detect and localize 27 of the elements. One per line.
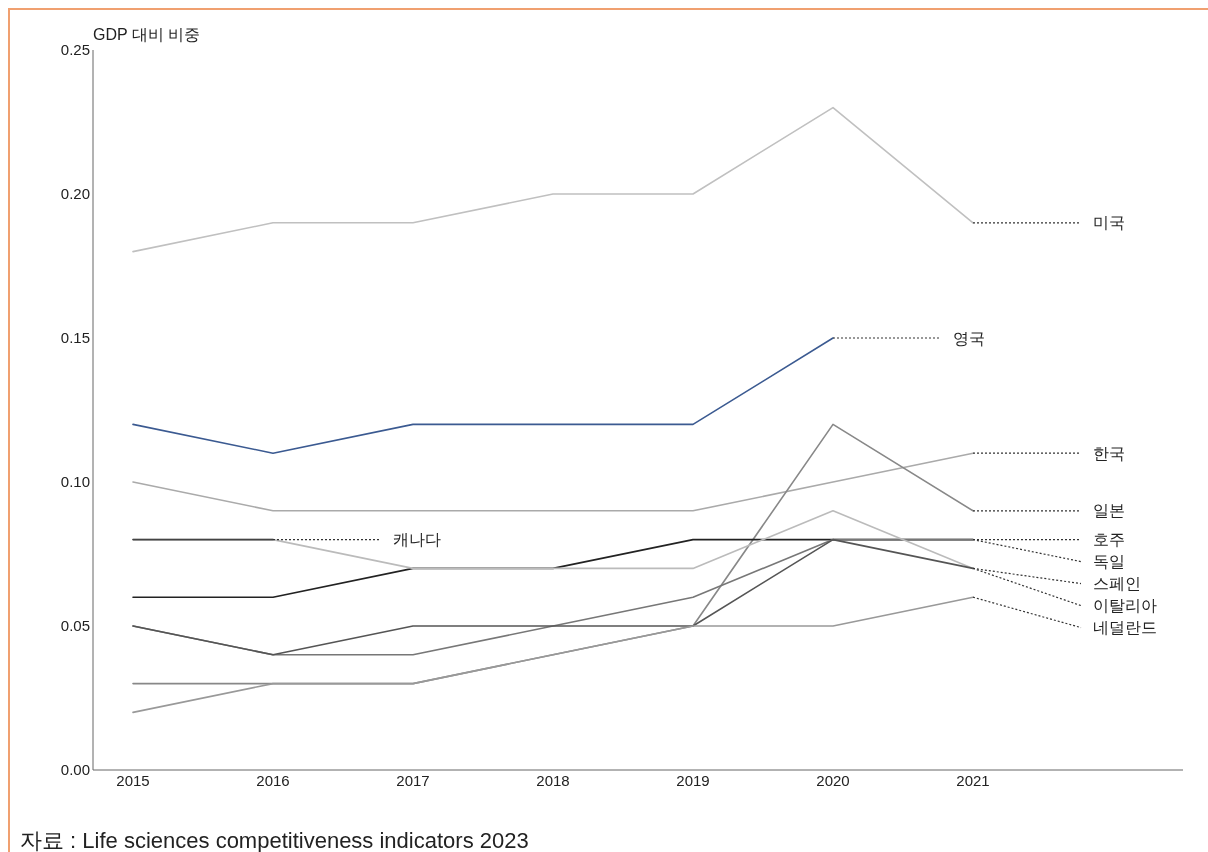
x-tick-label: 2016	[256, 772, 290, 789]
y-tick-label: 0.10	[60, 473, 90, 491]
text: 호주	[1093, 531, 1125, 549]
x-tick-label: 2015	[116, 772, 150, 789]
text: 영국	[953, 329, 985, 347]
line-series	[132, 106, 974, 253]
x-tick-label: 2019	[676, 772, 710, 789]
x-tick-label: 2021	[956, 772, 990, 789]
text: 미국	[1093, 214, 1125, 232]
x-tick-label: 2020	[816, 772, 850, 789]
line-series	[132, 596, 974, 714]
x-tick-label: 2018	[536, 772, 570, 789]
y-tick-label: 0.15	[60, 329, 90, 347]
text: 한국	[1093, 444, 1125, 462]
x-tick-label: 2017	[396, 772, 430, 789]
text: 이탈리아	[1093, 597, 1157, 615]
text: 캐나다	[393, 531, 441, 549]
y-tick-label: 0.05	[60, 617, 90, 635]
text: 독일	[1093, 553, 1125, 571]
y-tick-label: 0.25	[60, 41, 90, 59]
text: 일본	[1093, 502, 1125, 520]
text: 네덜란드	[1093, 619, 1157, 637]
text: 자료 : Life sciences competitiveness indicators 2023	[20, 828, 529, 852]
text: 스페인	[1093, 575, 1141, 593]
y-axis-title: GDP 대비 비중	[93, 26, 201, 43]
y-tick-label: 0.00	[60, 761, 90, 779]
y-tick-label: 0.20	[60, 185, 90, 203]
